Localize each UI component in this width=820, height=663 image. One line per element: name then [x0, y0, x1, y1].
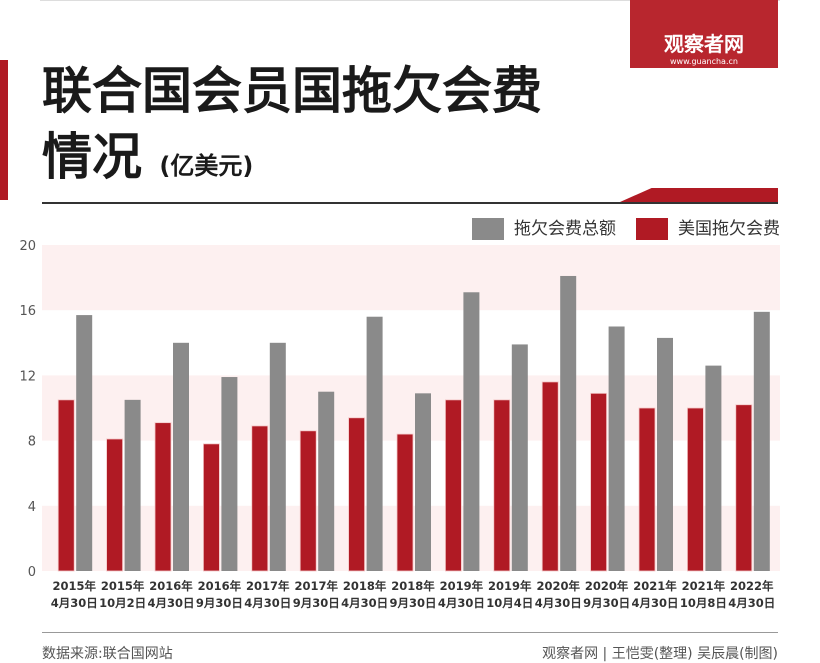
- bar-us: [154, 422, 172, 572]
- x-tick-label: 2018年: [343, 579, 387, 593]
- x-tick-label: 4月30日: [51, 596, 98, 610]
- x-tick-label: 9月30日: [583, 596, 630, 610]
- x-tick-label: 2016年: [198, 579, 242, 593]
- x-tick-label: 4月30日: [147, 596, 194, 610]
- x-tick-label: 2019年: [440, 579, 484, 593]
- x-tick-label: 2015年: [52, 579, 96, 593]
- title-line2: 情况: [42, 128, 142, 186]
- bar-us: [106, 438, 123, 572]
- x-tick-label: 2018年: [391, 579, 435, 593]
- x-tick-label: 9月30日: [293, 596, 340, 610]
- bar-us: [348, 417, 366, 572]
- legend-item-us: 美国拖欠会费: [636, 214, 780, 240]
- accent-bar: [0, 60, 8, 200]
- y-tick-label: 0: [28, 565, 36, 580]
- x-tick-label: 4月30日: [535, 596, 582, 610]
- bar-us: [251, 425, 269, 572]
- bar-total: [608, 326, 625, 571]
- bar-us: [687, 407, 704, 572]
- x-tick-label: 2022年: [730, 579, 774, 593]
- x-tick-label: 2020年: [585, 579, 629, 593]
- legend: 拖欠会费总额 美国拖欠会费: [472, 214, 780, 240]
- logo: 观察者网 www.guancha.cn: [630, 0, 778, 68]
- x-tick-label: 10月2日: [99, 596, 146, 610]
- x-tick-label: 10月4日: [486, 596, 533, 610]
- bar-total: [657, 337, 673, 571]
- bar-us: [735, 404, 753, 572]
- logo-name: 观察者网: [664, 32, 744, 56]
- bar-us: [444, 399, 462, 572]
- bar-total: [221, 377, 238, 571]
- footer: 数据来源:联合国网站 观察者网 | 王恺雯(整理) 吴辰晨(制图): [42, 643, 778, 663]
- x-tick-label: 2016年: [149, 579, 193, 593]
- bar-total: [511, 344, 528, 571]
- x-tick-label: 9月30日: [389, 596, 436, 610]
- x-tick-label: 9月30日: [196, 596, 243, 610]
- bar-us: [57, 399, 75, 572]
- title-line1: 联合国会员国拖欠会费: [42, 62, 542, 120]
- data-source: 数据来源:联合国网站: [42, 646, 173, 662]
- legend-label-us: 美国拖欠会费: [678, 219, 780, 239]
- bar-total: [415, 393, 431, 571]
- legend-swatch-us: [636, 218, 668, 240]
- x-tick-label: 4月30日: [438, 596, 485, 610]
- x-tick-label: 4月30日: [341, 596, 388, 610]
- y-tick-label: 16: [19, 304, 36, 319]
- x-tick-label: 4月30日: [244, 596, 291, 610]
- chart-title: 联合国会员国拖欠会费 情况 (亿美元): [42, 58, 542, 199]
- bar-us: [493, 399, 511, 572]
- bar-total: [366, 316, 383, 571]
- x-tick-label: 4月30日: [631, 596, 678, 610]
- bar-total: [124, 399, 141, 571]
- legend-label-total: 拖欠会费总额: [514, 219, 616, 239]
- bar-total: [318, 391, 335, 571]
- legend-item-total: 拖欠会费总额: [472, 214, 616, 240]
- bar-us: [396, 433, 414, 572]
- y-tick-label: 4: [28, 500, 36, 515]
- x-tick-label: 2017年: [246, 579, 290, 593]
- x-tick-label: 2021年: [633, 579, 677, 593]
- top-divider: [40, 0, 780, 1]
- y-tick-label: 12: [19, 369, 36, 384]
- x-tick-label: 2021年: [682, 579, 726, 593]
- bar-total: [269, 342, 286, 571]
- title-rule: [42, 202, 778, 204]
- logo-url: www.guancha.cn: [670, 57, 738, 66]
- y-tick-label: 20: [19, 239, 36, 254]
- legend-swatch-total: [472, 218, 504, 240]
- bar-us: [202, 443, 220, 572]
- bar-us: [299, 430, 317, 572]
- x-tick-label: 2015年: [101, 579, 145, 593]
- credits: 观察者网 | 王恺雯(整理) 吴辰晨(制图): [542, 646, 778, 662]
- x-tick-label: 2020年: [536, 579, 580, 593]
- bar-us: [638, 407, 656, 572]
- x-tick-label: 10月8日: [680, 596, 727, 610]
- bar-us: [590, 392, 607, 572]
- bar-us: [541, 381, 559, 572]
- x-tick-label: 2017年: [294, 579, 338, 593]
- bar-total: [560, 275, 577, 571]
- bar-total: [705, 365, 722, 571]
- y-tick-label: 8: [28, 435, 36, 450]
- title-rule-accent: [620, 188, 778, 202]
- bar-total: [173, 342, 189, 571]
- title-unit: (亿美元): [159, 152, 254, 180]
- bar-total: [463, 292, 480, 571]
- bar-total: [76, 315, 93, 571]
- bar-chart: 0481216202015年4月30日2015年10月2日2016年4月30日2…: [19, 239, 780, 610]
- background-band: [42, 245, 780, 311]
- x-tick-label: 2019年: [488, 579, 532, 593]
- bar-total: [753, 311, 770, 571]
- footer-divider: [42, 632, 778, 633]
- x-tick-label: 4月30日: [728, 596, 775, 610]
